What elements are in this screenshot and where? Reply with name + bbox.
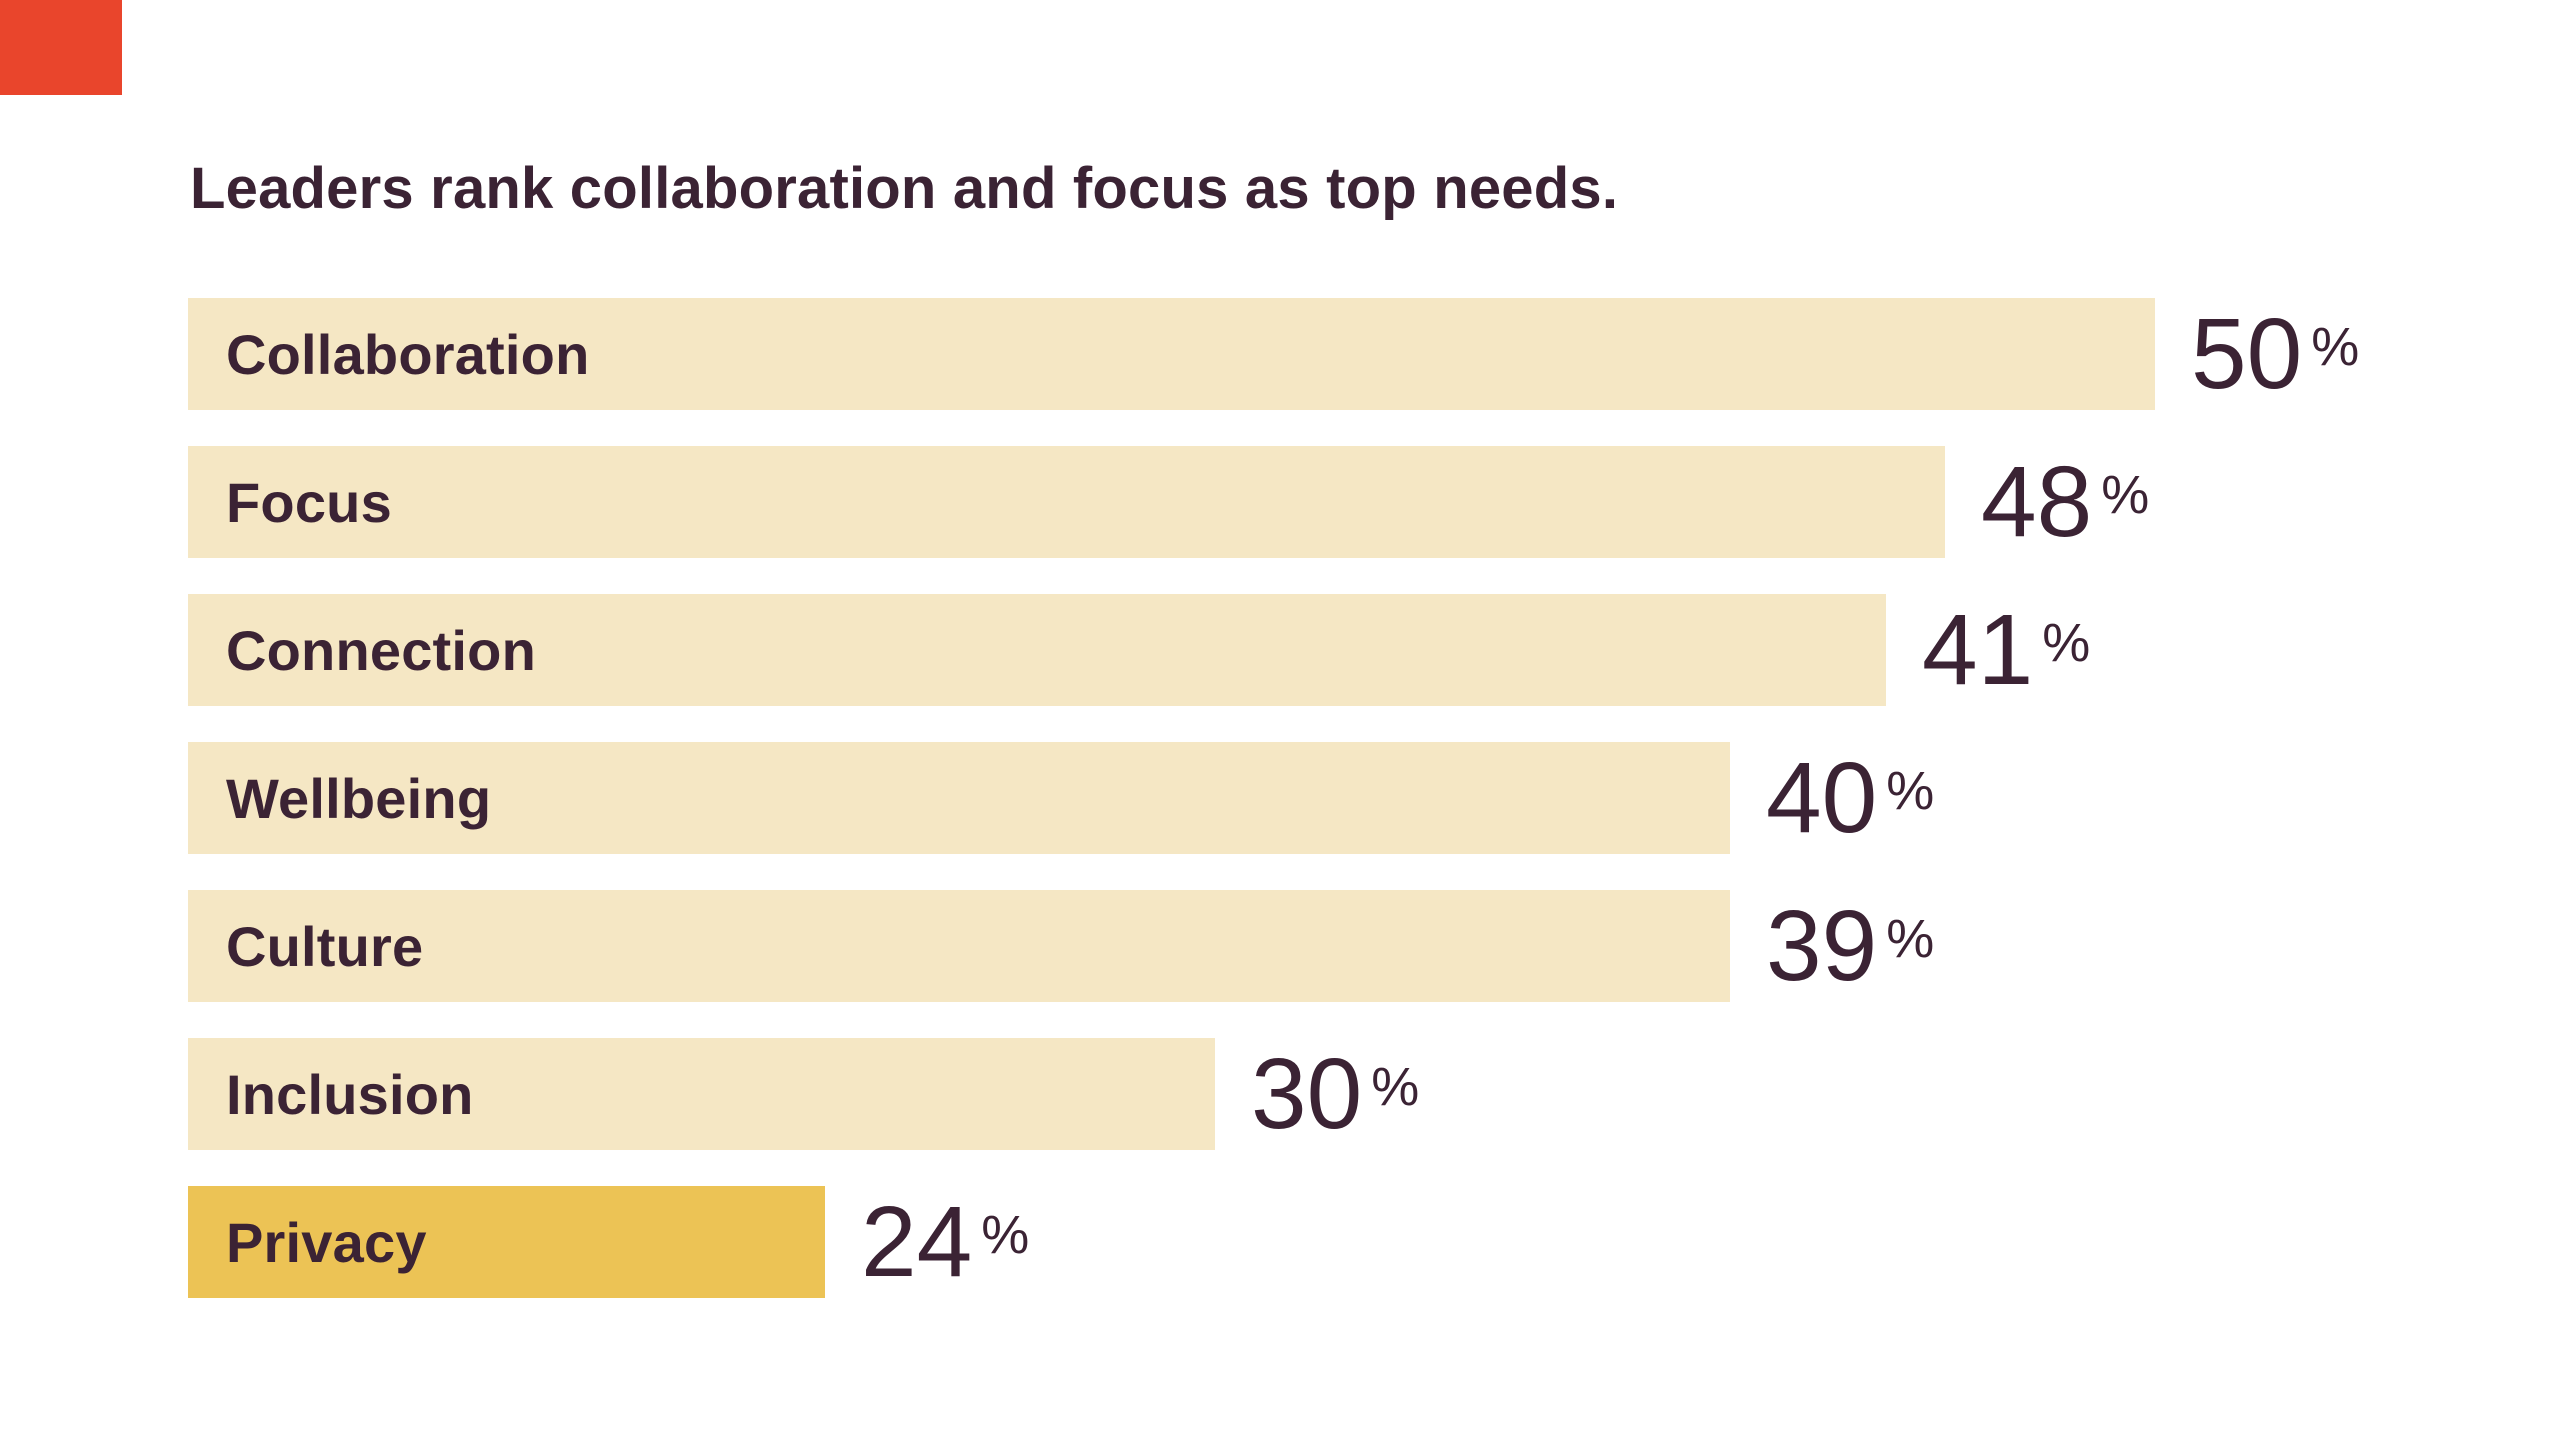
bar-label: Wellbeing — [226, 766, 492, 830]
bar-value-number: 39 — [1766, 890, 1878, 1002]
bar-row: Inclusion 30% — [188, 1038, 2560, 1150]
percent-sign: % — [1371, 1057, 1420, 1117]
bar-value-label: 30% — [1251, 1044, 1419, 1144]
percent-sign: % — [1886, 761, 1935, 821]
bar-label: Connection — [226, 618, 536, 682]
bar-value-number: 24 — [861, 1186, 973, 1298]
bar-value-label: 39% — [1766, 896, 1934, 996]
bar-value-number: 40 — [1766, 742, 1878, 854]
red-corner-accent-block — [0, 0, 122, 95]
percent-sign: % — [2042, 613, 2091, 673]
bar-row: Culture 39% — [188, 890, 2560, 1002]
bar-value-number: 50 — [2191, 298, 2303, 410]
bar-value-number: 30 — [1251, 1038, 1363, 1150]
bar-connection: Connection — [188, 594, 1886, 706]
bar-value-label: 40% — [1766, 748, 1934, 848]
bar-label: Collaboration — [226, 322, 590, 386]
bar-label: Culture — [226, 914, 424, 978]
bar-row: Focus 48% — [188, 446, 2560, 558]
percent-sign: % — [2101, 465, 2150, 525]
bar-privacy: Privacy — [188, 1186, 825, 1298]
bar-label: Inclusion — [226, 1062, 474, 1126]
bar-row: Wellbeing 40% — [188, 742, 2560, 854]
bar-label: Privacy — [226, 1210, 427, 1274]
percent-sign: % — [2311, 317, 2360, 377]
percent-sign: % — [981, 1205, 1030, 1265]
bar-collaboration: Collaboration — [188, 298, 2155, 410]
bar-value-label: 24% — [861, 1192, 1029, 1292]
chart-title: Leaders rank collaboration and focus as … — [190, 156, 1619, 221]
bar-inclusion: Inclusion — [188, 1038, 1215, 1150]
bar-value-number: 41 — [1922, 594, 2034, 706]
bar-culture: Culture — [188, 890, 1730, 1002]
bar-value-label: 50% — [2191, 304, 2359, 404]
bar-value-label: 41% — [1922, 600, 2090, 700]
bar-wellbeing: Wellbeing — [188, 742, 1730, 854]
bar-label: Focus — [226, 470, 392, 534]
bar-value-label: 48% — [1981, 452, 2149, 552]
bar-focus: Focus — [188, 446, 1945, 558]
bar-row: Collaboration 50% — [188, 298, 2560, 410]
bar-row: Connection 41% — [188, 594, 2560, 706]
percent-sign: % — [1886, 909, 1935, 969]
bar-row: Privacy 24% — [188, 1186, 2560, 1298]
bar-chart: Collaboration 50% Focus 48% Connection 41% Wel… — [188, 298, 2560, 1334]
bar-value-number: 48 — [1981, 446, 2093, 558]
